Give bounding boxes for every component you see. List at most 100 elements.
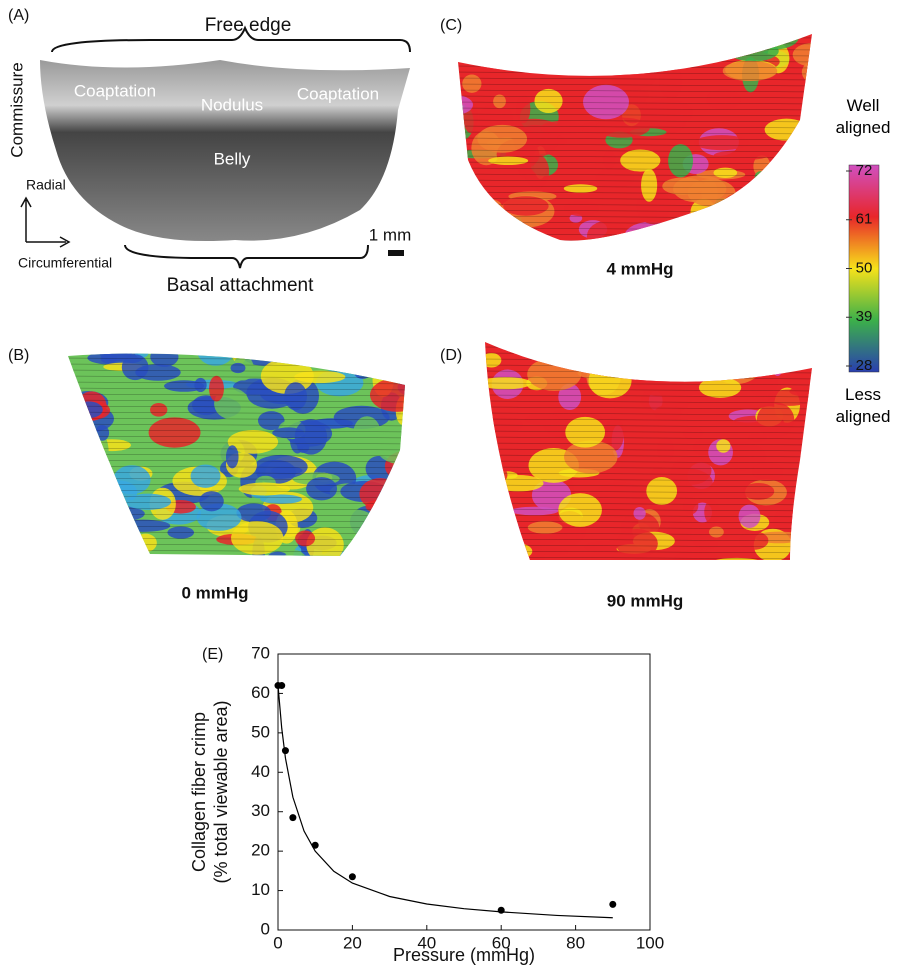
data-point (281, 747, 289, 755)
map-blob (752, 461, 784, 482)
x-tick-label: 20 (343, 933, 362, 952)
map-blob (806, 488, 812, 512)
map-blob (611, 63, 657, 90)
map-blob (214, 387, 250, 420)
map-blob (687, 233, 702, 241)
map-blob (769, 203, 812, 224)
fiber-lines (458, 137, 812, 141)
map-blob (477, 124, 528, 153)
map-blob (601, 342, 651, 360)
map-blob (68, 428, 98, 455)
map-blob (554, 342, 603, 344)
fiber-lines (68, 471, 405, 475)
annotation: Coaptation (297, 84, 379, 103)
map-blob (495, 520, 521, 537)
fiber-lines (485, 466, 812, 470)
fiber-lines (485, 424, 812, 428)
map-blob (654, 404, 682, 422)
map-blob (742, 482, 775, 500)
fiber-lines (485, 502, 812, 506)
map-blob (754, 34, 800, 50)
map-blob (517, 44, 545, 72)
map-blob (402, 353, 405, 366)
map-blob (347, 353, 370, 357)
fiber-lines (68, 441, 405, 445)
map-blob (697, 342, 745, 354)
map-blob (794, 516, 810, 529)
map-blob (799, 531, 812, 560)
fiber-lines (485, 412, 812, 416)
map-blob (458, 214, 476, 225)
map-blob (68, 416, 80, 447)
map-blob (668, 144, 694, 178)
fiber-lines (458, 155, 812, 159)
fiber-lines (458, 35, 812, 39)
map-blob (197, 353, 235, 366)
data-point (289, 814, 297, 822)
fiber-lines (458, 143, 812, 147)
map-blob (297, 441, 310, 453)
map-blob (758, 220, 786, 241)
map-blob (736, 224, 753, 241)
map-blob (68, 366, 76, 375)
fiber-lines (485, 478, 812, 482)
map-blob (284, 382, 307, 411)
map-blob (227, 430, 279, 454)
map-blob (310, 418, 353, 429)
map-blob (636, 362, 684, 397)
map-blob (603, 150, 616, 170)
map-blob (601, 34, 614, 65)
map-blob (92, 439, 131, 452)
map-blob (375, 428, 405, 465)
fiber-lines (485, 394, 812, 398)
map-blob (590, 342, 613, 369)
map-blob (515, 34, 535, 49)
map-blob (589, 59, 611, 76)
fiber-lines (485, 520, 812, 524)
fiber-lines (450, 30, 820, 32)
colorbar-tick-label: 39 (856, 308, 873, 325)
x-tick-label: 40 (417, 933, 436, 952)
map-blob (779, 194, 812, 227)
map-blob (558, 383, 582, 410)
map-blob (295, 530, 316, 547)
fiber-lines (458, 95, 812, 99)
map-blob (638, 350, 673, 379)
annotation: Nodulus (201, 95, 263, 114)
fiber-lines (485, 418, 812, 422)
map-blob (591, 482, 647, 518)
map-blob (271, 466, 303, 475)
map-blob (806, 67, 812, 82)
map-blob (68, 396, 85, 421)
map-blob (540, 120, 584, 136)
map-blob (194, 377, 207, 393)
map-blob (534, 88, 563, 114)
map-blob (710, 349, 762, 385)
map-blob (792, 42, 812, 67)
data-point (609, 900, 617, 908)
fiber-lines (458, 47, 812, 51)
map-blob (364, 353, 389, 366)
fiber-lines (60, 562, 420, 564)
annotation: Free edge (205, 15, 292, 36)
map-blob (485, 553, 529, 560)
map-blob (766, 164, 812, 177)
map-blob (558, 493, 602, 527)
annotation: Basal attachment (167, 275, 315, 296)
map-blob (512, 37, 545, 68)
map-blob (394, 549, 405, 556)
fiber-lines (68, 465, 405, 469)
map-blob (795, 526, 812, 552)
fiber-lines (485, 388, 812, 392)
map-blob (503, 196, 549, 216)
map-blob (394, 552, 405, 556)
map-blob (716, 439, 731, 453)
map-blob (462, 74, 482, 93)
fiber-lines (485, 406, 812, 410)
map-blob (307, 353, 357, 361)
map-blob (396, 353, 405, 361)
map-blob (595, 168, 635, 188)
annotation: Commissure (7, 62, 26, 157)
colorbar-tick-label: 28 (856, 357, 873, 374)
